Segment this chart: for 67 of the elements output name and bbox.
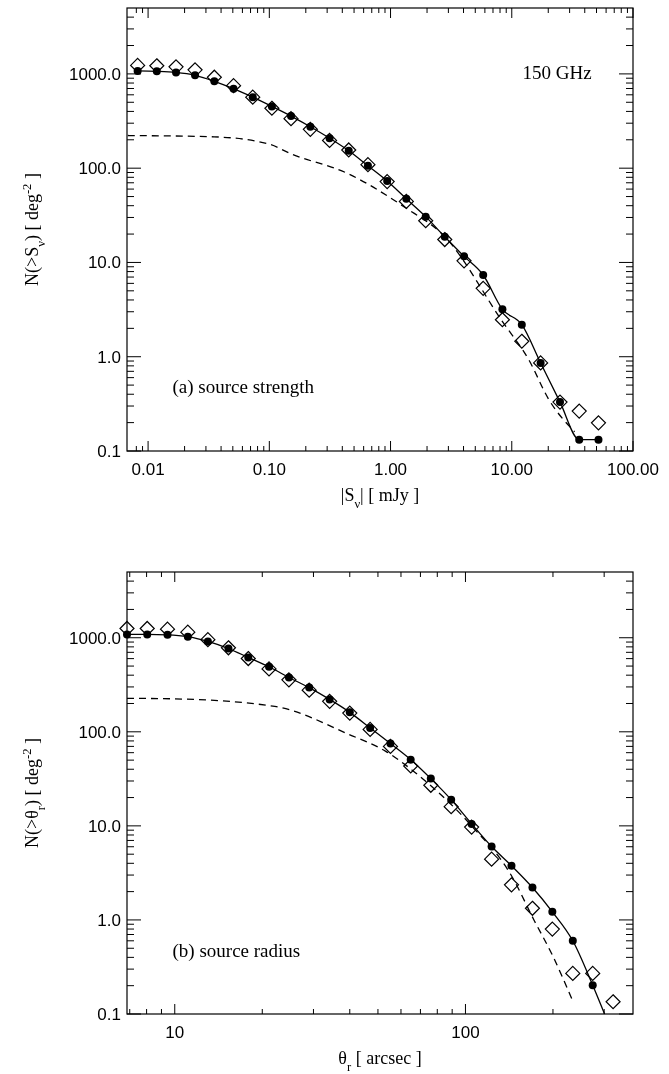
point: [302, 121, 318, 137]
point: [200, 632, 216, 648]
point: [568, 936, 577, 945]
point: [565, 965, 581, 982]
point: [342, 705, 358, 721]
point: [605, 994, 621, 1010]
point: [261, 661, 277, 677]
point: [475, 280, 491, 296]
point: [264, 100, 280, 116]
point: [524, 900, 541, 916]
y-tick-label: 10.0: [87, 816, 121, 836]
point: [585, 965, 601, 982]
point: [321, 132, 338, 149]
point: [503, 877, 520, 893]
point: [483, 851, 500, 867]
x-tick-label: 0.01: [131, 460, 165, 479]
point: [594, 435, 603, 444]
point: [362, 721, 378, 738]
point: [220, 640, 237, 656]
point: [517, 320, 526, 329]
x-tick-label: 10: [165, 1023, 185, 1042]
y-tick-label: 100.0: [78, 159, 121, 179]
point: [379, 174, 395, 190]
point: [552, 394, 568, 410]
point: [528, 883, 537, 892]
point: [588, 981, 597, 990]
y-tick-label: 10.0: [87, 253, 121, 273]
y-tick-label: 1000.0: [69, 628, 121, 648]
point: [533, 355, 549, 371]
point: [341, 142, 357, 158]
x-tick-label: 1.00: [374, 460, 408, 479]
point: [494, 312, 510, 328]
point: [382, 738, 399, 754]
x-tick-label: 100: [451, 1023, 480, 1042]
point: [544, 921, 560, 937]
y-tick-label: 1.0: [97, 347, 121, 367]
y-tick-label: 0.1: [97, 1005, 121, 1024]
point: [507, 861, 516, 870]
x-tick-label: 0.10: [252, 460, 286, 479]
y-tick-label: 100.0: [78, 722, 121, 742]
point: [479, 271, 488, 279]
point: [360, 157, 376, 173]
y-tick-label: 0.1: [97, 442, 121, 461]
point: [283, 111, 299, 127]
y-tick-label: 1000.0: [69, 64, 121, 84]
point: [281, 672, 297, 688]
x-axis-title: θ$_{r}$ [ arcsec ]: [338, 1048, 422, 1074]
x-tick-label: 100.00: [607, 460, 659, 479]
point: [322, 693, 338, 709]
point: [514, 333, 530, 349]
x-axis-title: |S$_{ν}$| [ mJy ]: [340, 485, 420, 511]
point: [571, 403, 587, 419]
point: [240, 650, 256, 667]
annotation: (b) source radius: [172, 939, 301, 962]
point: [398, 193, 414, 210]
point: [437, 231, 453, 248]
point: [548, 907, 557, 916]
point: [575, 435, 584, 444]
point: [464, 819, 480, 835]
y-tick-label: 1.0: [97, 910, 121, 930]
point: [590, 415, 607, 431]
annotation: (a) source strength: [172, 376, 315, 399]
point: [225, 78, 242, 94]
annotation: 150 GHz: [522, 61, 592, 83]
x-tick-label: 10.00: [490, 460, 534, 479]
point: [301, 682, 317, 698]
point: [498, 305, 507, 314]
